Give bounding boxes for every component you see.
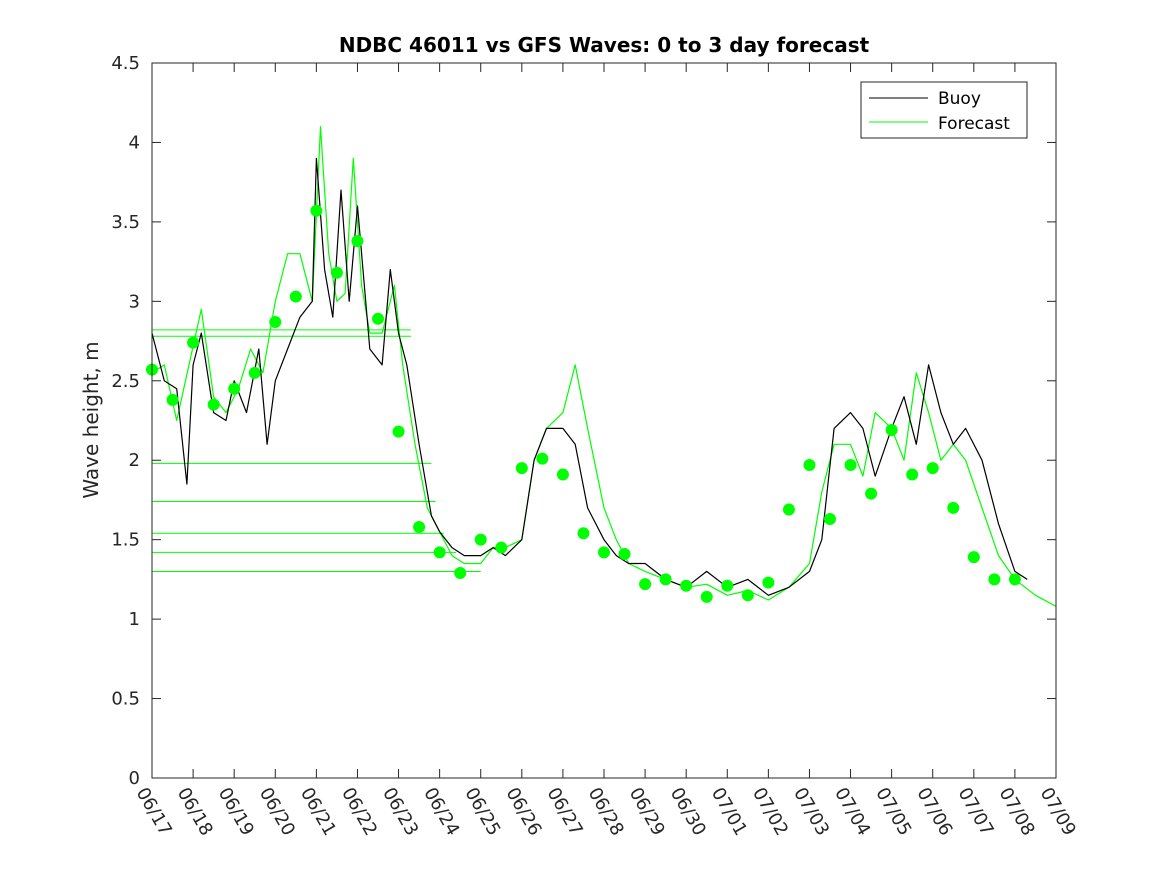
chart-title: NDBC 46011 vs GFS Waves: 0 to 3 day fore… bbox=[339, 33, 870, 57]
y-tick-label: 2 bbox=[129, 450, 140, 471]
forecast-point bbox=[187, 336, 200, 349]
y-tick-label: 3.5 bbox=[111, 212, 140, 233]
forecast-point bbox=[844, 458, 857, 471]
plot-background bbox=[152, 63, 1056, 778]
forecast-point bbox=[741, 589, 754, 602]
forecast-point bbox=[1008, 573, 1021, 586]
forecast-point bbox=[207, 398, 220, 411]
legend: Buoy Forecast bbox=[860, 81, 1028, 139]
forecast-point bbox=[721, 579, 734, 592]
forecast-point bbox=[618, 547, 631, 560]
legend-box bbox=[860, 81, 1028, 139]
forecast-point bbox=[556, 468, 569, 481]
forecast-point bbox=[228, 382, 241, 395]
forecast-point bbox=[598, 546, 610, 559]
forecast-point bbox=[495, 541, 508, 554]
y-tick-label: 2.5 bbox=[111, 371, 140, 392]
plot-area bbox=[146, 62, 1057, 779]
forecast-point bbox=[947, 501, 960, 514]
y-tick-label: 4.5 bbox=[111, 53, 140, 74]
y-tick-label: 0 bbox=[129, 768, 140, 789]
forecast-point bbox=[803, 458, 816, 471]
buoy-series-line bbox=[151, 157, 1028, 596]
forecast-point bbox=[885, 424, 898, 437]
forecast-point bbox=[659, 573, 672, 586]
forecast-point bbox=[248, 366, 261, 379]
forecast-point bbox=[289, 290, 302, 303]
forecast-point bbox=[330, 266, 343, 279]
forecast-point bbox=[700, 590, 713, 603]
y-tick-label: 1 bbox=[129, 609, 140, 630]
forecast-point bbox=[310, 204, 323, 217]
forecast-point bbox=[536, 452, 549, 465]
forecast-point bbox=[967, 551, 980, 564]
forecast-point bbox=[680, 579, 693, 592]
forecast-point bbox=[988, 573, 1001, 586]
forecast-point bbox=[577, 527, 590, 540]
forecast-point bbox=[906, 468, 919, 481]
forecast-point bbox=[372, 312, 384, 325]
y-tick-label: 4 bbox=[129, 132, 140, 153]
legend-forecast-label: Forecast bbox=[938, 114, 1010, 134]
forecast-points bbox=[146, 204, 1021, 603]
forecast-point bbox=[865, 487, 878, 500]
forecast-point bbox=[762, 576, 775, 589]
forecast-point bbox=[433, 546, 446, 559]
legend-buoy-label: Buoy bbox=[938, 89, 981, 109]
forecast-point bbox=[166, 393, 179, 406]
y-axis: 0 0.5 1 1.5 2 2.5 3 3.5 4 4.5 bbox=[111, 53, 1056, 789]
forecast-point bbox=[515, 462, 528, 475]
forecast-reference-lines bbox=[152, 329, 481, 572]
forecast-point bbox=[474, 533, 487, 546]
forecast-point bbox=[454, 567, 467, 580]
forecast-point bbox=[824, 513, 836, 526]
forecast-point bbox=[413, 520, 426, 533]
forecast-point bbox=[639, 578, 652, 591]
forecast-point bbox=[926, 462, 939, 475]
y-axis-label: Wave height, m bbox=[79, 341, 103, 498]
y-tick-label: 0.5 bbox=[111, 689, 140, 710]
y-tick-label: 1.5 bbox=[111, 530, 140, 551]
forecast-point bbox=[269, 315, 282, 328]
forecast-point bbox=[782, 503, 795, 516]
forecast-point bbox=[392, 425, 405, 438]
forecast-point bbox=[351, 234, 364, 247]
y-tick-label: 3 bbox=[129, 291, 140, 312]
